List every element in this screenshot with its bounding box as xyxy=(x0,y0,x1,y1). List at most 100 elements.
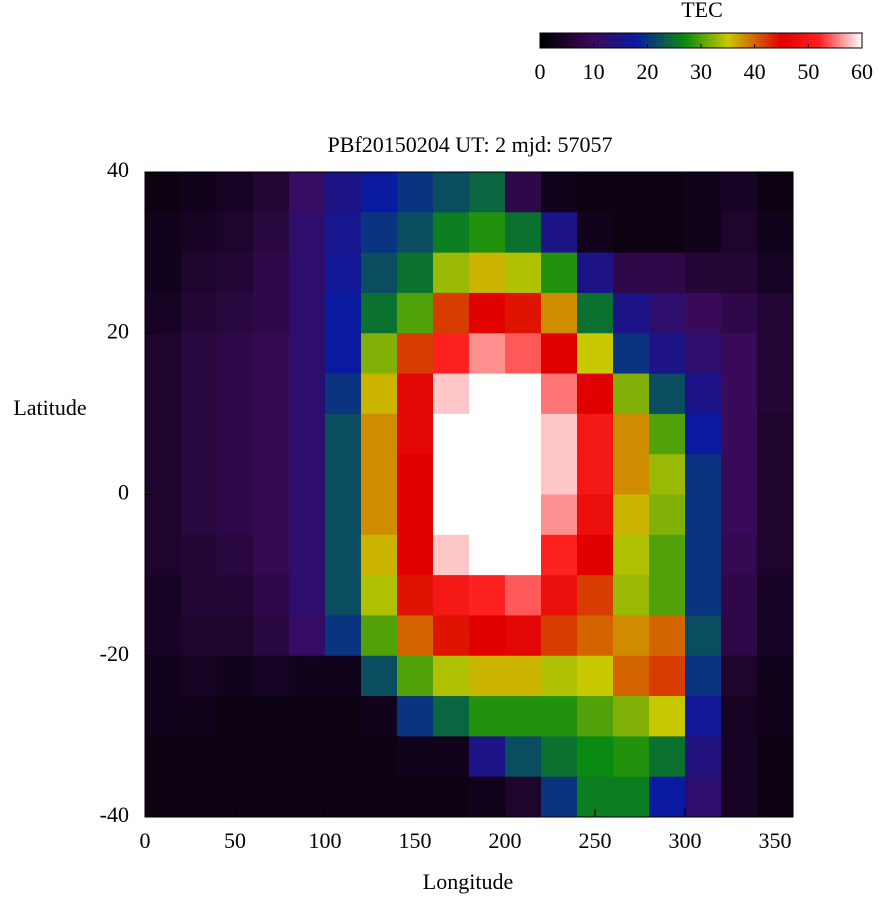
heat-cell xyxy=(505,534,542,576)
heat-cell xyxy=(361,534,398,576)
heat-cell xyxy=(145,655,182,697)
heat-cell xyxy=(361,494,398,536)
heat-cell xyxy=(721,655,758,697)
heat-cell xyxy=(649,776,686,818)
heat-cell xyxy=(433,776,470,818)
x-tick-label: 50 xyxy=(224,828,246,853)
heat-cell xyxy=(289,333,326,375)
heat-cell xyxy=(361,696,398,737)
heat-cell xyxy=(253,292,290,334)
heat-cell xyxy=(469,615,506,657)
heat-cell xyxy=(541,736,578,778)
heat-cell xyxy=(361,172,398,213)
heat-cell xyxy=(649,373,686,415)
heat-cell xyxy=(469,413,506,455)
y-tick-label: -20 xyxy=(100,641,129,666)
heat-cell xyxy=(649,696,686,737)
heat-cell xyxy=(145,534,182,576)
heat-cell xyxy=(649,575,686,616)
heat-cell xyxy=(289,534,326,576)
heat-cell xyxy=(145,373,182,415)
heat-cell xyxy=(217,454,254,495)
heat-cell xyxy=(757,413,794,455)
heat-cell xyxy=(253,655,290,697)
heat-cell xyxy=(757,212,794,254)
heat-cell xyxy=(361,615,398,657)
heat-cell xyxy=(469,575,506,616)
heat-cell xyxy=(361,454,398,495)
heat-cell xyxy=(181,373,218,415)
heat-cell xyxy=(577,333,614,375)
heat-cell xyxy=(181,454,218,495)
heat-cell xyxy=(433,454,470,495)
heat-cell xyxy=(325,454,362,495)
heat-cell xyxy=(217,696,254,737)
heat-cell xyxy=(505,655,542,697)
heat-cell xyxy=(541,655,578,697)
heat-cell xyxy=(181,172,218,213)
heat-cell xyxy=(253,333,290,375)
heat-cell xyxy=(505,494,542,536)
heat-cell xyxy=(685,454,722,495)
heat-cell xyxy=(325,655,362,697)
heat-cell xyxy=(325,494,362,536)
heat-cell xyxy=(433,172,470,213)
heat-cell xyxy=(181,575,218,616)
heat-cell xyxy=(145,333,182,375)
heat-cell xyxy=(217,373,254,415)
heat-cell xyxy=(757,494,794,536)
heat-cell xyxy=(685,413,722,455)
heat-cell xyxy=(253,494,290,536)
heat-cell xyxy=(757,252,794,294)
heat-cell xyxy=(721,696,758,737)
heat-cell xyxy=(253,575,290,616)
heat-cell xyxy=(397,413,434,455)
heat-cell xyxy=(217,615,254,657)
heat-cell xyxy=(721,333,758,375)
heat-cell xyxy=(469,373,506,415)
heat-cell xyxy=(649,292,686,334)
heat-cell xyxy=(649,252,686,294)
heat-cell xyxy=(613,615,650,657)
heat-cell xyxy=(505,776,542,818)
heat-cell xyxy=(325,575,362,616)
heat-cell xyxy=(613,333,650,375)
heat-cell xyxy=(145,615,182,657)
heat-cell xyxy=(433,696,470,737)
y-tick-label: -40 xyxy=(100,802,129,827)
heat-cell xyxy=(253,413,290,455)
heat-cell xyxy=(397,494,434,536)
heat-cell xyxy=(757,454,794,495)
heat-cell xyxy=(253,172,290,213)
heat-cell xyxy=(721,575,758,616)
heat-cell xyxy=(289,494,326,536)
heat-cell xyxy=(721,736,758,778)
heat-cell xyxy=(289,413,326,455)
heat-cell xyxy=(649,534,686,576)
heat-cell xyxy=(577,454,614,495)
heat-cell xyxy=(181,696,218,737)
y-tick-label: 40 xyxy=(107,157,129,182)
heat-cell xyxy=(145,776,182,818)
heat-cell xyxy=(757,575,794,616)
heat-cell xyxy=(469,252,506,294)
heat-cell xyxy=(613,736,650,778)
heat-cell xyxy=(433,413,470,455)
colorbar-tick-label: 40 xyxy=(744,59,766,84)
heat-cell xyxy=(505,575,542,616)
heat-cell xyxy=(541,534,578,576)
heat-cell xyxy=(685,292,722,334)
heat-cell xyxy=(577,413,614,455)
heat-cell xyxy=(325,696,362,737)
heat-cell xyxy=(397,252,434,294)
heat-cell xyxy=(685,252,722,294)
colorbar-tick-label: 0 xyxy=(535,59,546,84)
heat-cell xyxy=(325,615,362,657)
colorbar-tick-label: 10 xyxy=(583,59,605,84)
heat-cell xyxy=(613,172,650,213)
heat-cell xyxy=(397,454,434,495)
heat-cell xyxy=(721,534,758,576)
heat-cell xyxy=(613,373,650,415)
heat-cell xyxy=(361,292,398,334)
heat-cell xyxy=(721,252,758,294)
